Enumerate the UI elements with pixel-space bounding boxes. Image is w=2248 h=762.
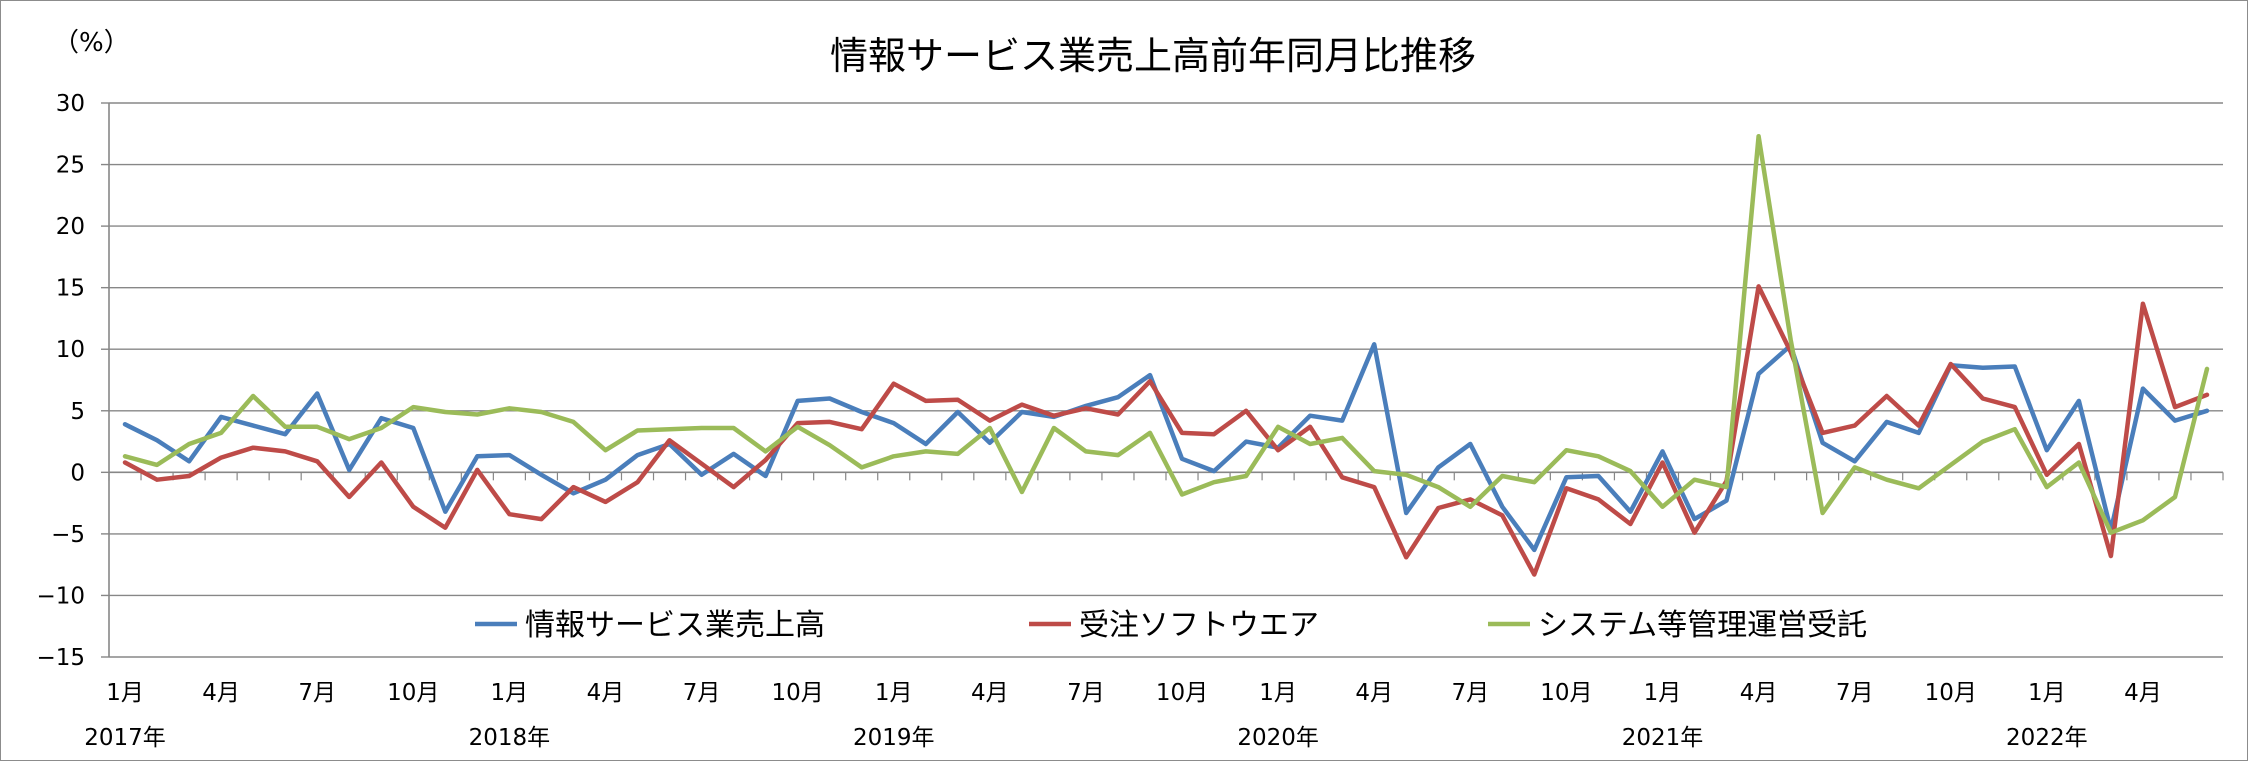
y-tick-label: 20: [56, 214, 85, 240]
y-tick-label: 15: [56, 276, 85, 302]
y-axis-unit-label: （%）: [53, 28, 130, 58]
x-year-label: 2022年: [2006, 725, 2088, 751]
x-tick-label: 7月: [1836, 680, 1874, 706]
x-tick-label: 7月: [683, 680, 721, 706]
x-year-label: 2021年: [1622, 725, 1704, 751]
x-tick-label: 10月: [772, 680, 824, 706]
x-tick-label: 4月: [202, 680, 240, 706]
legend-label: システム等管理運営受託: [1538, 608, 1867, 643]
y-axis-ticks: 30 25 20 15 10 5 0 −5 −10 −15: [36, 91, 109, 671]
y-tick-label: 10: [56, 337, 85, 363]
y-tick-label: −5: [51, 522, 85, 548]
legend: 情報サービス業売上高 受注ソフトウエア システム等管理運営受託: [471, 606, 1894, 643]
legend-label: 情報サービス業売上高: [525, 608, 825, 643]
series-lines: [122, 133, 2210, 577]
x-year-label: 2017年: [84, 725, 166, 751]
x-tick-label: 1月: [1259, 680, 1297, 706]
x-tick-label: 4月: [1740, 680, 1778, 706]
y-tick-label: 30: [56, 91, 85, 117]
series-line-1: [122, 342, 2210, 553]
legend-item-3: システム等管理運営受託: [1484, 606, 1894, 643]
x-year-label: 2019年: [853, 725, 935, 751]
x-tick-label: 1月: [491, 680, 529, 706]
axes: [108, 103, 2224, 658]
gridlines: [109, 102, 2223, 597]
legend-item-2: 受注ソフトウエア: [1025, 606, 1395, 643]
series-line-2: [122, 284, 2210, 577]
x-tick-label: 10月: [1540, 680, 1592, 706]
y-tick-label: 5: [70, 399, 85, 425]
x-tick-label: 10月: [1925, 680, 1977, 706]
x-tick-label: 7月: [1067, 680, 1105, 706]
x-axis-ticks: 1月 4月 7月 10月 1月 4月 7月 10月 1月 4月 7月 10月 1月 4月 7月 10月 1月 4月…: [84, 680, 2162, 751]
y-tick-label: −10: [36, 583, 85, 609]
x-tick-label: 1月: [106, 680, 144, 706]
y-tick-label: 0: [70, 460, 85, 486]
x-tick-label: 10月: [1156, 680, 1208, 706]
legend-background: [1025, 606, 1395, 642]
legend-background: [1484, 606, 1894, 642]
series-line-3: [122, 133, 2210, 535]
legend-background: [471, 606, 841, 642]
x-year-label: 2020年: [1237, 725, 1319, 751]
x-tick-label: 7月: [1451, 680, 1489, 706]
x-tick-label: 4月: [1355, 680, 1393, 706]
x-tick-label: 10月: [387, 680, 439, 706]
y-tick-label: −15: [36, 645, 85, 671]
x-tick-label: 1月: [875, 680, 913, 706]
x-tick-label: 4月: [2124, 680, 2162, 706]
y-tick-label: 25: [56, 153, 85, 179]
x-year-label: 2018年: [469, 725, 551, 751]
x-tick-label: 1月: [2028, 680, 2066, 706]
chart-title: 情報サービス業売上高前年同月比推移: [830, 34, 1476, 78]
x-tick-label: 4月: [587, 680, 625, 706]
x-tick-label: 1月: [1644, 680, 1682, 706]
x-tick-label: 4月: [971, 680, 1009, 706]
x-tick-label: 7月: [298, 680, 336, 706]
legend-item-1: 情報サービス業売上高: [471, 606, 841, 643]
legend-label: 受注ソフトウエア: [1079, 608, 1319, 643]
